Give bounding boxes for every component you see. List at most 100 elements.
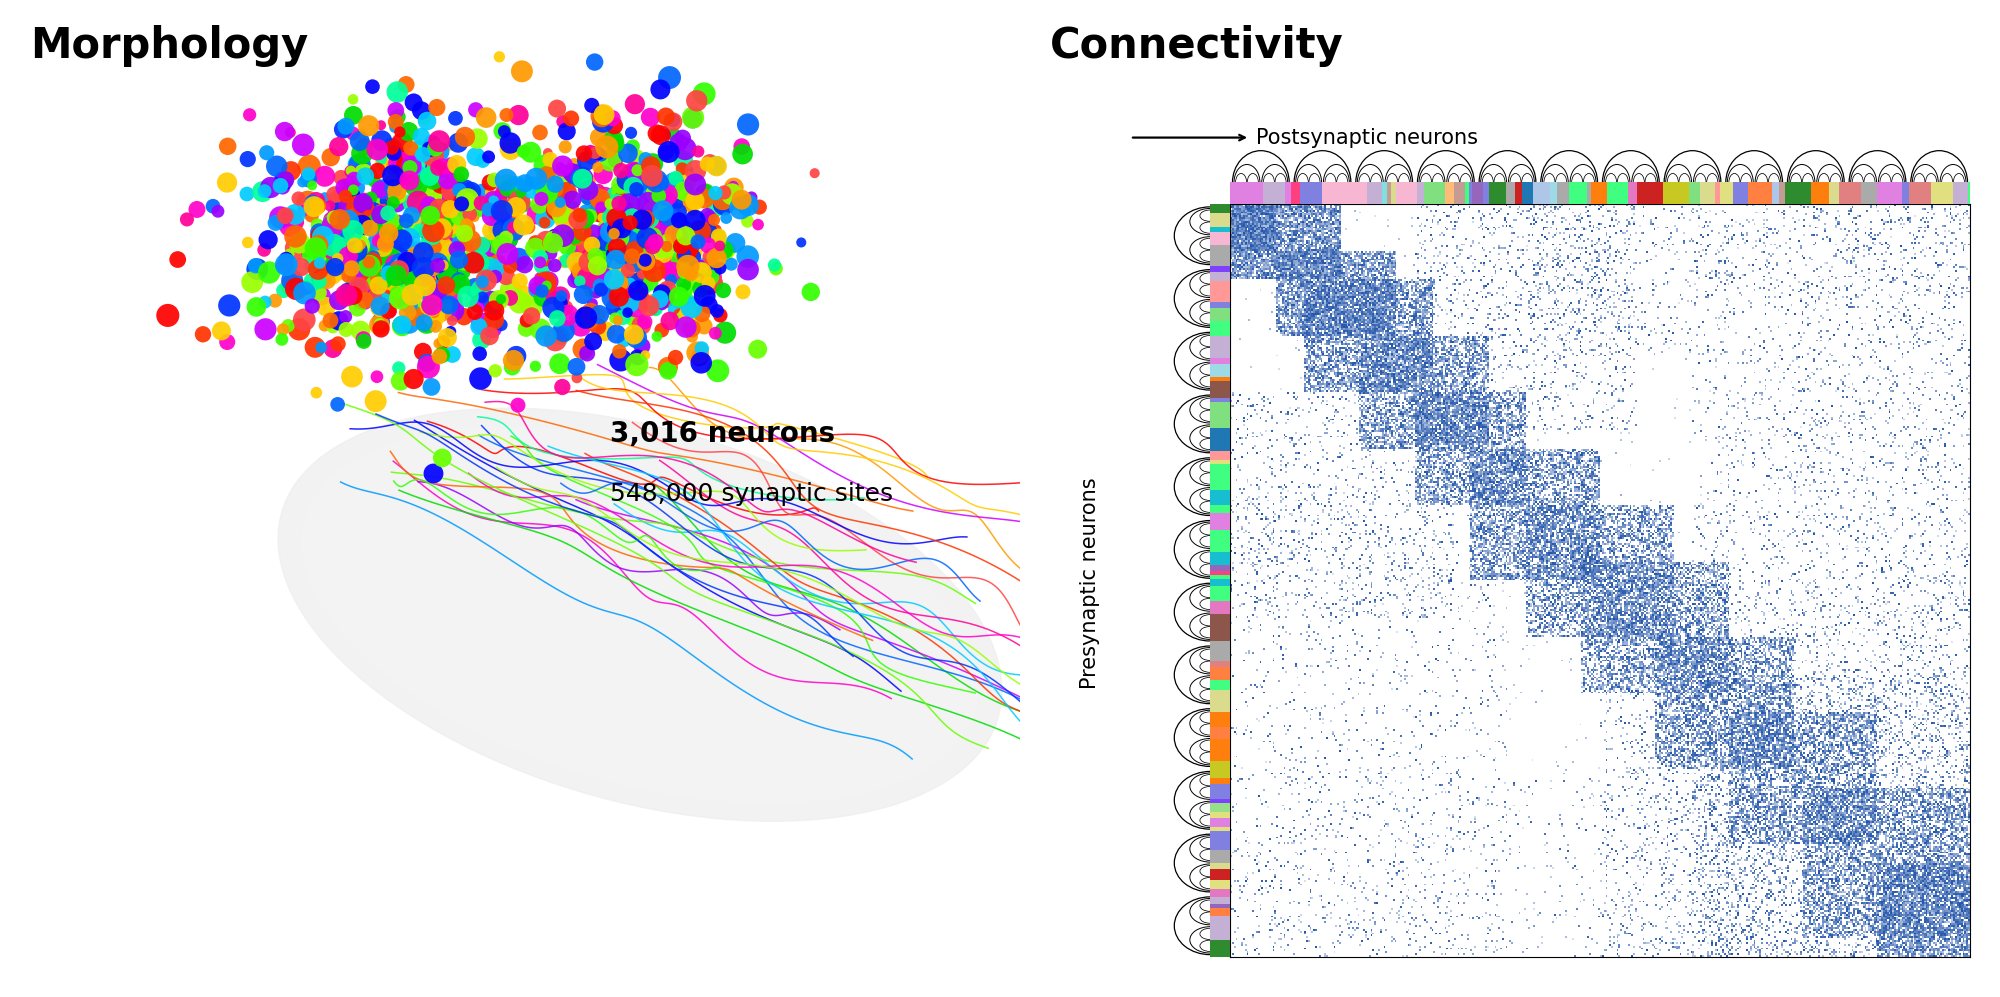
Point [742,341,774,357]
Point [620,298,652,314]
Point [276,278,308,294]
Point [644,185,676,201]
Point [668,311,700,327]
Point [418,304,450,320]
Point [316,241,348,257]
Point [212,334,244,350]
Point [508,217,540,233]
Point [430,264,462,280]
Point [342,279,374,295]
Point [432,171,464,187]
Point [530,185,562,201]
Point [560,359,592,375]
Point [540,180,572,196]
Point [436,347,468,363]
Point [380,194,412,210]
Point [354,168,386,184]
Point [500,184,532,200]
Point [432,161,464,176]
Point [394,231,426,247]
Point [548,253,580,269]
Point [632,210,664,226]
Point [322,233,354,249]
Point [384,290,416,306]
Point [678,203,710,219]
Point [522,278,554,294]
Point [494,258,526,274]
Point [434,201,466,217]
Point [626,181,658,197]
Point [454,185,486,201]
Point [674,266,706,282]
Point [392,1,424,17]
Point [270,256,302,272]
Point [390,156,422,171]
Point [268,172,300,188]
Point [344,281,376,297]
Point [698,263,730,279]
Point [396,158,428,173]
Point [726,284,758,300]
Point [348,291,380,307]
Point [702,363,734,379]
Point [662,218,694,234]
Point [314,211,346,227]
Point [340,242,372,258]
Point [602,239,634,255]
Point [600,233,632,249]
Point [284,285,316,301]
Point [718,178,750,194]
Point [376,264,408,280]
Point [540,199,572,215]
Point [676,111,708,127]
Point [632,230,664,246]
Point [416,298,448,314]
Point [420,141,452,157]
Point [616,272,648,288]
Point [624,195,656,211]
Point [542,190,574,206]
Point [430,277,462,293]
Point [464,240,496,256]
Point [434,219,466,235]
Point [692,260,724,276]
Point [248,242,280,258]
Point [280,240,312,256]
Point [282,190,314,206]
Point [276,278,308,294]
Point [524,254,556,270]
Point [384,262,416,278]
Point [568,256,600,272]
Point [486,317,518,333]
Point [342,157,374,172]
Point [344,133,376,149]
Point [544,194,576,210]
Point [270,251,302,267]
Point [648,290,680,306]
Point [550,211,582,227]
Point [334,286,366,302]
Point [394,258,426,274]
Point [406,147,438,163]
Point [676,329,708,345]
Point [404,255,436,271]
Point [432,297,464,313]
Point [532,273,564,289]
Point [402,194,434,210]
Point [584,306,616,322]
Point [356,217,388,233]
Point [388,170,420,186]
Point [592,270,624,286]
Point [626,265,658,281]
Point [670,319,702,335]
Point [680,163,712,178]
Point [586,250,618,266]
Point [392,124,424,140]
Point [586,209,618,225]
Point [502,192,534,208]
Point [614,170,646,186]
Point [302,217,334,233]
Point [372,265,404,281]
Point [644,291,676,307]
Point [396,287,428,303]
